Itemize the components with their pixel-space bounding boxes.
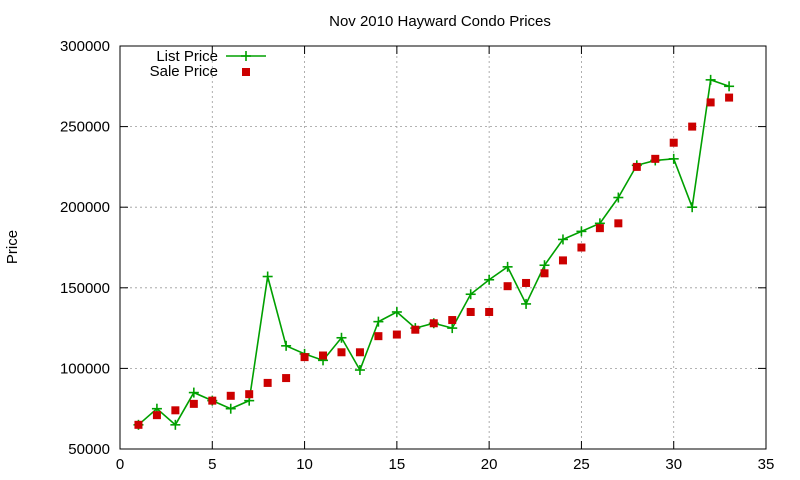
sale-price-point xyxy=(669,138,678,147)
sale-price-point xyxy=(558,256,567,265)
sale-price-point xyxy=(725,93,734,102)
y-tick-label: 50000 xyxy=(68,441,110,458)
sale-price-point xyxy=(614,219,623,228)
sale-price-point xyxy=(300,353,309,362)
list-price-point xyxy=(188,387,199,398)
list-price-line xyxy=(137,78,730,427)
list-price-point xyxy=(465,289,476,300)
list-price-point xyxy=(336,332,347,343)
sale-price-point xyxy=(632,162,641,171)
list-price-point xyxy=(170,419,181,430)
x-tick-label: 15 xyxy=(389,456,406,473)
y-tick-label: 300000 xyxy=(60,38,110,55)
sale-price-point xyxy=(429,319,438,328)
y-axis-label: Price xyxy=(4,230,21,264)
sale-price-point xyxy=(577,243,586,252)
list-price-point xyxy=(724,81,735,92)
tick-labels: 0 5 10 15 20 25 30 35 50000 100000 150000 200000 250… xyxy=(60,38,774,473)
sale-price-point xyxy=(171,406,180,415)
grid-lines xyxy=(120,46,766,449)
x-tick-label: 25 xyxy=(573,456,590,473)
sale-price-point xyxy=(226,391,235,400)
x-tick-label: 30 xyxy=(665,456,682,473)
y-tick-label: 100000 xyxy=(60,360,110,377)
axis-ticks xyxy=(119,45,767,450)
list-price-point xyxy=(502,261,513,272)
sale-price-point xyxy=(355,348,364,357)
sale-price-point xyxy=(595,224,604,233)
y-tick-label: 200000 xyxy=(60,199,110,216)
list-price-point xyxy=(557,234,568,245)
sale-price-point xyxy=(706,98,715,107)
list-price-point xyxy=(447,323,458,334)
list-price-point xyxy=(576,226,587,237)
x-tick-label: 20 xyxy=(481,456,498,473)
sale-price-point xyxy=(337,348,346,357)
legend-label-list-price: List Price xyxy=(156,48,218,65)
list-price-point xyxy=(484,274,495,285)
sale-price-point xyxy=(392,330,401,339)
list-price-point xyxy=(668,153,679,164)
sale-price-point xyxy=(503,282,512,291)
plot-frame xyxy=(119,45,767,450)
list-price-point xyxy=(539,260,550,271)
legend-marker-list-price xyxy=(241,51,251,61)
list-price-point xyxy=(391,306,402,317)
list-price-point xyxy=(262,271,273,282)
legend: List Price Sale Price xyxy=(150,48,266,80)
sale-price-point xyxy=(245,390,254,399)
sale-price-point xyxy=(688,122,697,131)
sale-price-point xyxy=(282,374,291,383)
list-price-point xyxy=(687,202,698,213)
sale-price-point xyxy=(152,411,161,420)
sale-price-point xyxy=(522,278,531,287)
legend-marker-sale-price xyxy=(242,68,250,76)
x-tick-label: 35 xyxy=(758,456,775,473)
sale-price-point xyxy=(411,325,420,334)
sale-price-point xyxy=(540,269,549,278)
x-tick-label: 5 xyxy=(208,456,216,473)
x-tick-label: 0 xyxy=(116,456,124,473)
list-price-point xyxy=(521,298,532,309)
sale-price-point xyxy=(651,154,660,163)
sale-price-point xyxy=(466,307,475,316)
y-tick-label: 250000 xyxy=(60,119,110,136)
list-price-point xyxy=(705,74,716,85)
list-price-point xyxy=(354,365,365,376)
y-tick-label: 150000 xyxy=(60,280,110,297)
list-price-point xyxy=(225,403,236,414)
list-price-point xyxy=(281,340,292,351)
legend-label-sale-price: Sale Price xyxy=(150,63,218,80)
chart-title: Nov 2010 Hayward Condo Prices xyxy=(329,13,551,30)
x-tick-label: 10 xyxy=(296,456,313,473)
sale-price-point xyxy=(374,332,383,341)
sale-price-point xyxy=(485,307,494,316)
sale-price-point xyxy=(189,399,198,408)
sale-price-point xyxy=(134,420,143,429)
sale-price-point xyxy=(448,316,457,325)
series-layer xyxy=(133,74,735,430)
sale-price-point xyxy=(319,351,328,360)
list-price-point xyxy=(613,192,624,203)
sale-price-point xyxy=(208,396,217,405)
list-price-point xyxy=(373,316,384,327)
sale-price-point xyxy=(263,378,272,387)
